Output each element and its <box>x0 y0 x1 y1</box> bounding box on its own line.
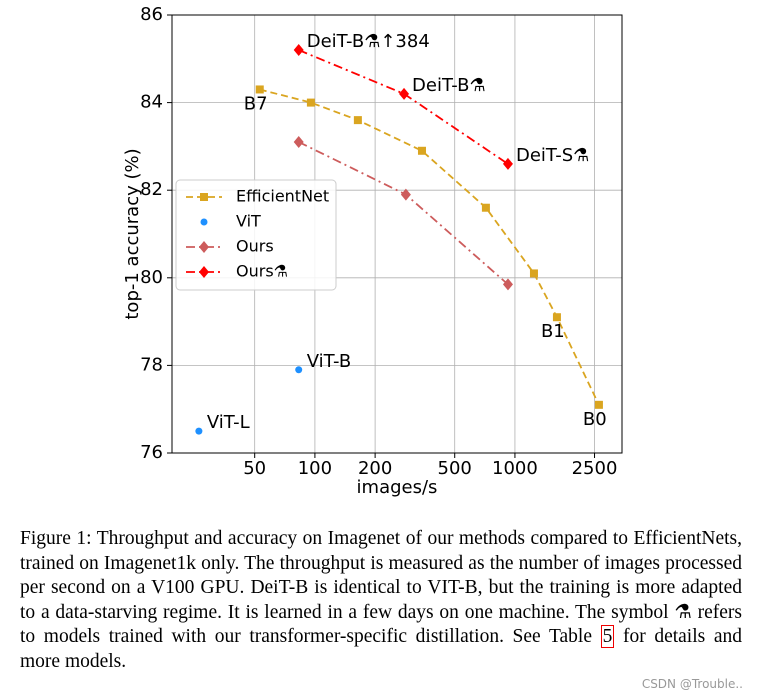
marker <box>552 313 561 322</box>
marker <box>399 87 410 100</box>
x-tick-label: 1000 <box>492 458 538 479</box>
point-label: ViT-L <box>207 412 250 433</box>
watermark: CSDN @Trouble.. <box>641 677 743 691</box>
legend-label: EfficientNet <box>236 187 329 206</box>
legend-marker <box>200 193 208 201</box>
marker <box>353 116 362 125</box>
caption: Figure 1: Throughput and accuracy on Ima… <box>20 527 742 674</box>
marker <box>481 203 490 212</box>
y-tick-label: 84 <box>140 92 163 113</box>
legend-marker <box>199 241 209 253</box>
y-tick-label: 80 <box>140 267 163 288</box>
point-label: DeiT-B⚗↑384 <box>307 31 430 52</box>
point-label: B1 <box>541 321 565 342</box>
marker <box>293 44 304 57</box>
marker <box>529 269 538 278</box>
series-line <box>259 88 600 406</box>
marker <box>417 146 426 155</box>
legend-frame <box>175 179 337 291</box>
chart: images/s top-1 accuracy (%) 76 78 80 82 84 86… <box>122 4 623 498</box>
marker <box>502 157 513 170</box>
y-tick-label: 86 <box>140 4 163 25</box>
y-tick-label: 82 <box>140 179 163 200</box>
y-tick-label: 76 <box>140 442 163 463</box>
x-tick-label: 50 <box>243 458 266 479</box>
point-label: DeiT-S⚗ <box>516 145 589 166</box>
legend-marker <box>199 266 209 278</box>
series-line <box>298 49 509 165</box>
marker <box>502 278 513 291</box>
x-tick-label: 500 <box>438 458 472 479</box>
marker <box>594 400 603 409</box>
legend-label: Ours <box>236 237 274 256</box>
table-ref[interactable]: 5 <box>600 625 615 648</box>
marker <box>255 85 264 94</box>
legend-label: ViT <box>236 212 261 231</box>
point-label: B7 <box>244 93 268 114</box>
marker <box>195 427 203 435</box>
legend-label: Ours⚗ <box>236 262 288 281</box>
y-axis-label: top-1 accuracy (%) <box>122 148 143 319</box>
marker <box>306 98 315 107</box>
marker <box>295 366 303 374</box>
marker <box>293 136 304 149</box>
point-label: DeiT-B⚗ <box>412 75 486 96</box>
caption-text: Figure 1: Throughput and accuracy on Ima… <box>20 528 742 647</box>
marker <box>400 188 411 201</box>
x-axis-label: images/s <box>357 477 438 498</box>
legend-marker <box>200 218 208 226</box>
plot-frame <box>171 14 623 454</box>
x-tick-label: 2500 <box>572 458 618 479</box>
x-tick-label: 100 <box>298 458 332 479</box>
caption-text: for details and more models. <box>20 626 743 672</box>
point-label: ViT-B <box>307 351 351 372</box>
x-tick-label: 200 <box>358 458 392 479</box>
y-tick-label: 78 <box>140 354 163 375</box>
point-label: B0 <box>583 409 607 430</box>
